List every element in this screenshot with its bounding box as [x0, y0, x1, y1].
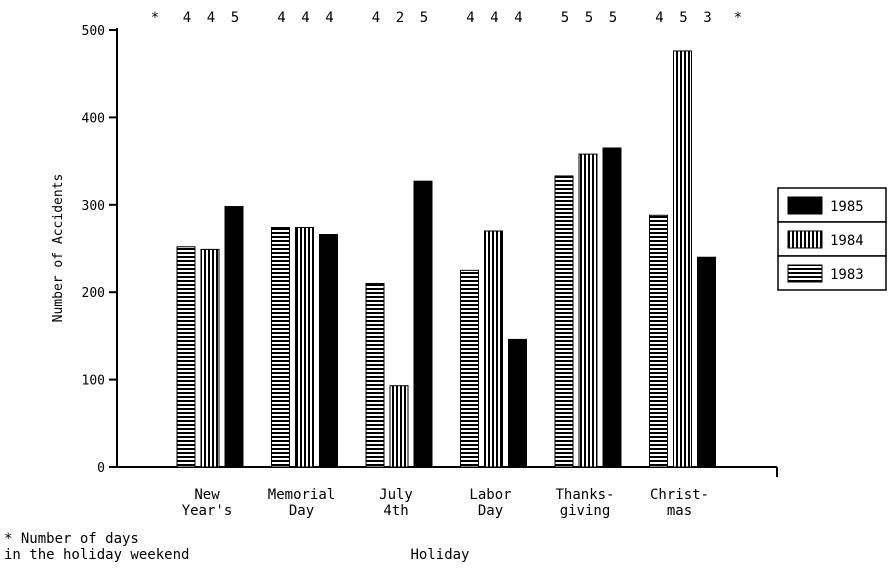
days-count-label: 4 [466, 10, 474, 26]
days-count-label: 4 [372, 10, 380, 26]
category-label: July [379, 487, 413, 503]
legend-swatch-1983 [787, 264, 823, 283]
bar-1983-3 [460, 269, 479, 468]
category-label: Thanks- [555, 487, 614, 503]
bar-1985-1 [319, 234, 338, 468]
category-label: Labor [469, 487, 511, 503]
footnote-line: * Number of days [4, 531, 139, 547]
category-label: 4th [383, 503, 408, 519]
category-label: Day [478, 503, 503, 519]
days-count-label: 3 [703, 10, 711, 26]
y-tick-label: 200 [82, 286, 105, 301]
days-count-label: 4 [277, 10, 285, 26]
days-count-label: 4 [207, 10, 215, 26]
category-label: giving [560, 503, 611, 519]
bar-1984-4 [578, 153, 598, 468]
y-tick-label: 300 [82, 199, 105, 214]
days-count-label: 4 [490, 10, 498, 26]
days-count-label: 4 [655, 10, 663, 26]
days-count-label: 5 [561, 10, 569, 26]
legend-swatch-1985 [787, 196, 823, 215]
days-marker-left: * [151, 10, 159, 26]
bar-1983-1 [271, 227, 290, 468]
y-tick-label: 400 [82, 111, 105, 126]
bar-1985-3 [508, 338, 527, 468]
bars [176, 50, 716, 468]
category-label: Year's [182, 503, 233, 519]
legend: 1985 1984 1983 [777, 187, 887, 291]
bar-1983-2 [365, 282, 385, 468]
category-label: Day [289, 503, 314, 519]
days-count-label: 5 [420, 10, 428, 26]
category-label: New [194, 487, 220, 503]
bar-1985-2 [413, 180, 433, 468]
bar-1984-5 [673, 50, 692, 468]
category-label: Christ- [650, 487, 709, 503]
bar-1985-0 [224, 206, 244, 468]
bar-1984-0 [200, 248, 220, 468]
bar-1983-5 [649, 214, 668, 468]
y-tick-label: 500 [82, 24, 105, 39]
days-count-label: 5 [609, 10, 617, 26]
days-count-label: 5 [679, 10, 687, 26]
days-count-label: 5 [585, 10, 593, 26]
days-count-label: 4 [183, 10, 191, 26]
footnote-line: in the holiday weekend [4, 547, 189, 563]
days-count-label: 5 [231, 10, 239, 26]
days-count-label: 4 [325, 10, 333, 26]
labels: 0 100 200 300 400 500 Number of Accidents NewYe… [4, 10, 742, 563]
y-tick-label: 100 [82, 374, 105, 389]
bar-1983-0 [176, 246, 196, 468]
y-axis-title: Number of Accidents [51, 174, 66, 323]
bar-1984-2 [389, 385, 409, 468]
days-count-label: 4 [301, 10, 309, 26]
bar-1984-3 [484, 230, 503, 468]
legend-label-1983: 1983 [830, 267, 864, 283]
y-tick-label: 0 [97, 461, 105, 476]
bar-1985-5 [697, 256, 716, 468]
legend-label-1985: 1985 [830, 199, 864, 215]
category-label: Memorial [268, 487, 335, 503]
category-label: mas [667, 503, 692, 519]
bar-1983-4 [554, 175, 574, 468]
days-marker-right: * [734, 10, 742, 26]
legend-label-1984: 1984 [830, 233, 864, 249]
bar-1985-4 [602, 147, 622, 468]
bar-1984-1 [295, 227, 314, 468]
days-count-label: 2 [396, 10, 404, 26]
legend-swatch-1984 [787, 230, 823, 249]
x-axis-title: Holiday [410, 547, 469, 563]
days-count-label: 4 [514, 10, 522, 26]
